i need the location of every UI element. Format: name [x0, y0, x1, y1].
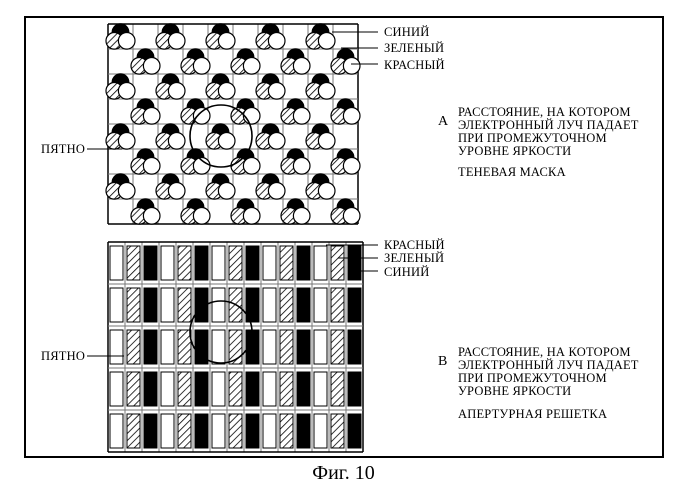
label-green-a: ЗЕЛЕНЫЙ: [384, 42, 444, 55]
letter-b: B: [438, 354, 447, 370]
label-blue-b: СИНИЙ: [384, 266, 429, 279]
spot-label-b: ПЯТНО: [41, 350, 85, 363]
shadow-mask-label: ТЕНЕВАЯ МАСКА: [458, 166, 566, 179]
spot-label-a: ПЯТНО: [41, 143, 85, 156]
letter-a: A: [438, 114, 448, 130]
label-blue-a: СИНИЙ: [384, 26, 429, 39]
beam-distance-b: РАССТОЯНИЕ, НА КОТОРОМ ЭЛЕКТРОННЫЙ ЛУЧ П…: [458, 346, 658, 399]
label-red-a: КРАСНЫЙ: [384, 59, 445, 72]
figure-caption: Фиг. 10: [0, 462, 687, 485]
label-green-b: ЗЕЛЕНЫЙ: [384, 252, 444, 265]
aperture-grille-bars: [110, 246, 361, 448]
beam-distance-a: РАССТОЯНИЕ, НА КОТОРОМ ЭЛЕКТРОННЫЙ ЛУЧ П…: [458, 106, 658, 159]
aperture-grille-label: АПЕРТУРНАЯ РЕШЕТКА: [458, 408, 607, 421]
